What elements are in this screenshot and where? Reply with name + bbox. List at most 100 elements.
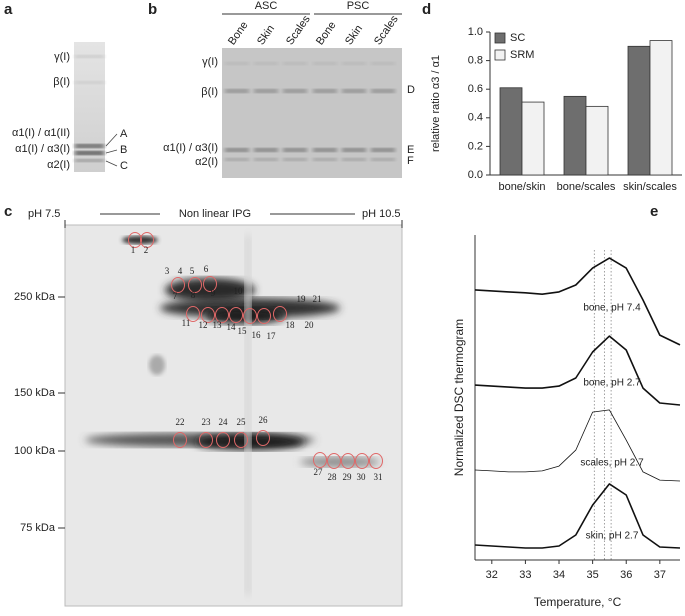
curve-label: skin, pH 2.7 — [586, 531, 639, 542]
group-label: ASC — [255, 0, 278, 12]
gel-band — [313, 62, 337, 65]
legend-label: SC — [510, 32, 525, 44]
spot-circle — [327, 453, 341, 469]
gel-band — [225, 148, 249, 152]
panel-letter: a — [4, 1, 13, 18]
lane-label: Scales — [372, 13, 401, 47]
lane-label: Bone — [314, 19, 339, 47]
gel-band — [313, 158, 337, 161]
gel-band — [254, 62, 278, 65]
panel-letter: c — [4, 203, 12, 220]
bar — [649, 40, 673, 176]
x-tick-label: bone/scales — [557, 181, 616, 193]
band-letter: A — [120, 128, 128, 140]
lane-label: Bone — [226, 19, 251, 47]
ph-label: pH 7.5 — [28, 208, 60, 220]
band-letter: F — [407, 155, 414, 167]
gel-band — [313, 89, 337, 93]
spot-label: 12 — [199, 320, 208, 330]
panel-letter: b — [148, 1, 157, 18]
x-tick-label: 36 — [620, 569, 632, 581]
ph-label: pH 10.5 — [362, 208, 401, 220]
y-tick-label: 0.6 — [468, 83, 483, 95]
spot-circle — [229, 307, 243, 323]
spot-label: 27 — [314, 467, 324, 477]
spot-label: 28 — [328, 472, 338, 482]
band-label: α2(I) — [195, 156, 218, 168]
gel-band — [342, 148, 366, 152]
spot-label: 18 — [286, 320, 296, 330]
x-axis-label: Temperature, °C — [534, 595, 622, 609]
spot-label: 26 — [259, 415, 269, 425]
x-tick-label: skin/scales — [623, 181, 677, 193]
dsc-curve — [474, 335, 681, 406]
spot-circle — [243, 308, 257, 324]
panel-letter: d — [422, 1, 431, 18]
gel-band — [225, 158, 249, 161]
spot-circle — [199, 432, 213, 448]
y-tick-label: 0.0 — [468, 169, 483, 181]
spot-label: 2 — [144, 245, 149, 255]
spot-label: 31 — [374, 472, 383, 482]
spot-circle — [256, 430, 270, 446]
spot-circle — [140, 232, 154, 248]
group-label: PSC — [347, 0, 370, 12]
spot-label: 22 — [176, 417, 185, 427]
band-label: γ(I) — [54, 51, 70, 63]
bar — [521, 101, 545, 176]
gel-band — [283, 62, 307, 65]
mw-label: 100 kDa — [14, 445, 56, 457]
gel — [222, 48, 402, 178]
gel-band — [254, 89, 278, 93]
gel-band — [371, 89, 395, 93]
x-tick-label: bone/skin — [498, 181, 545, 193]
gel-band — [342, 62, 366, 65]
spot-label: 21 — [313, 294, 322, 304]
spot-label: 5 — [190, 266, 195, 276]
spot-label: 13 — [213, 320, 223, 330]
spot-label: 15 — [238, 326, 248, 336]
spot-circle — [313, 452, 327, 468]
lane-label: Skin — [255, 23, 277, 47]
spot-label: 24 — [219, 417, 229, 427]
x-tick-label: 32 — [486, 569, 498, 581]
curve-label: bone, pH 7.4 — [583, 303, 641, 314]
panel-letter: e — [650, 203, 658, 220]
spot-label: 10 — [234, 286, 244, 296]
spot-label: 25 — [237, 417, 247, 427]
gel-lane — [74, 42, 105, 172]
spot-circle — [171, 277, 185, 293]
gel-band — [75, 81, 104, 84]
spot-label: 1 — [131, 245, 136, 255]
legend-swatch — [494, 32, 506, 44]
spot-circle — [369, 453, 383, 469]
gel-band — [75, 151, 104, 155]
bar — [627, 45, 651, 176]
spot-label: 11 — [182, 318, 191, 328]
band-label: γ(I) — [202, 56, 218, 68]
band-label: α1(I) / α1(II) — [12, 127, 70, 139]
spot-label: 3 — [165, 266, 170, 276]
dsc-curve — [474, 409, 681, 482]
dsc-curve — [474, 257, 681, 346]
dsc-curve — [474, 483, 681, 549]
gel-band — [342, 158, 366, 161]
y-axis-label: relative ratio α3 / α1 — [430, 55, 442, 152]
curve-label: bone, pH 2.7 — [583, 378, 641, 389]
spot-label: 8 — [191, 290, 196, 300]
band-label: β(I) — [201, 86, 218, 98]
band-label: α2(I) — [47, 159, 70, 171]
mw-label: 75 kDa — [20, 522, 56, 534]
curve-label: scales, pH 2.7 — [580, 458, 644, 469]
spot-circle — [201, 307, 215, 323]
x-tick-label: 35 — [586, 569, 598, 581]
spot-circle — [257, 308, 271, 324]
spot-label: 20 — [305, 320, 315, 330]
gel-band — [371, 62, 395, 65]
gel-band — [254, 158, 278, 161]
band-label: α1(I) / α3(I) — [163, 142, 218, 154]
gel-band — [225, 89, 249, 93]
gel-band — [75, 144, 104, 148]
spot-label: 23 — [202, 417, 212, 427]
gel-band — [283, 158, 307, 161]
